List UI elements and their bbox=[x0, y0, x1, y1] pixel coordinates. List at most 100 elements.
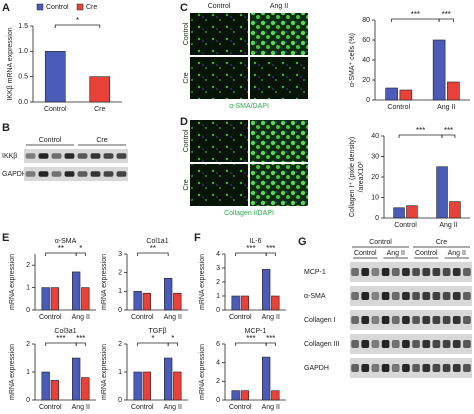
bar bbox=[89, 76, 111, 103]
blot-subgroup-label: Ang II bbox=[387, 250, 405, 257]
y-tick-label: 1 bbox=[26, 284, 30, 291]
x-tick-label: Ang II bbox=[437, 104, 455, 111]
micro-row-label: Cre bbox=[183, 72, 190, 83]
significance-bracket bbox=[45, 342, 77, 346]
bar bbox=[262, 269, 271, 311]
y-tick-label: 2 bbox=[216, 378, 220, 385]
blot-band bbox=[442, 292, 451, 300]
bar bbox=[81, 377, 90, 401]
x-tick-label: Control bbox=[39, 404, 62, 411]
blot-band bbox=[442, 364, 451, 372]
micrograph bbox=[250, 57, 308, 99]
micro-row-label: Control bbox=[183, 22, 190, 45]
chart-title: MCP-1 bbox=[245, 328, 267, 335]
blot-band bbox=[25, 171, 36, 177]
blot-band bbox=[351, 340, 359, 348]
bar bbox=[436, 166, 448, 219]
bar bbox=[271, 390, 280, 401]
blot-band bbox=[412, 268, 420, 276]
blot-band bbox=[412, 316, 420, 324]
bar bbox=[72, 357, 81, 401]
blot-band bbox=[402, 316, 410, 324]
blot-band bbox=[422, 316, 431, 324]
x-tick-label: Control bbox=[229, 404, 252, 411]
legend-label: Control bbox=[46, 4, 69, 11]
bar bbox=[133, 371, 142, 401]
blot-band bbox=[452, 268, 461, 276]
x-tick-label: Ang II bbox=[262, 404, 280, 411]
significance-bracket bbox=[167, 342, 178, 346]
micrograph bbox=[190, 57, 248, 99]
y-tick-label: 60 bbox=[362, 37, 370, 44]
chart-title: TGFβ bbox=[148, 328, 166, 335]
y-tick-label: 1 bbox=[26, 369, 30, 376]
micrograph bbox=[190, 13, 248, 55]
blot-band bbox=[371, 364, 380, 372]
blot-band bbox=[452, 340, 461, 348]
blot-band bbox=[381, 364, 390, 372]
micro-col-label: Control bbox=[208, 3, 231, 10]
y-tick-label: 6 bbox=[216, 341, 220, 348]
blot-row-label: MCP-1 bbox=[304, 269, 326, 276]
x-tick-label: Control bbox=[39, 314, 62, 321]
bar bbox=[50, 287, 59, 311]
y-tick-label: 0 bbox=[118, 397, 122, 404]
micrograph bbox=[250, 13, 308, 55]
blot-band bbox=[422, 340, 431, 348]
blot-band bbox=[381, 316, 390, 324]
blot-band bbox=[412, 364, 420, 372]
y-tick-label: 2 bbox=[26, 262, 30, 269]
significance-label: *** bbox=[266, 244, 275, 253]
y-tick-label: 2 bbox=[216, 279, 220, 286]
bar bbox=[447, 81, 460, 101]
blot-band bbox=[442, 268, 451, 276]
blot-band bbox=[391, 340, 400, 348]
legend-swatch bbox=[36, 3, 44, 11]
significance-bracket bbox=[235, 252, 267, 256]
bar bbox=[399, 89, 413, 101]
bar bbox=[240, 295, 249, 311]
significance-label: *** bbox=[246, 244, 255, 253]
blot-band bbox=[452, 316, 461, 324]
blot-band bbox=[351, 316, 359, 324]
y-axis-label: Collagen I⁺ (pixle density) bbox=[349, 137, 356, 217]
y-tick-label: 40 bbox=[362, 57, 370, 64]
blot-group-label: Cre bbox=[436, 239, 447, 246]
blot-band bbox=[463, 316, 471, 324]
blot-band bbox=[90, 153, 101, 159]
significance-label: *** bbox=[76, 334, 85, 343]
bar bbox=[164, 357, 173, 401]
blot-band bbox=[361, 292, 370, 300]
y-tick-label: 2 bbox=[118, 341, 122, 348]
blot-strip bbox=[350, 358, 472, 378]
significance-bracket bbox=[235, 342, 267, 346]
y-tick-label: 0 bbox=[26, 307, 30, 314]
bar bbox=[50, 380, 59, 401]
x-tick-label: Control bbox=[44, 106, 67, 113]
blot-band bbox=[38, 171, 49, 177]
blot-band bbox=[371, 316, 380, 324]
significance-label: *** bbox=[246, 334, 255, 343]
blot-group-label: Cre bbox=[96, 137, 107, 144]
y-tick-label: 0 bbox=[375, 215, 379, 222]
x-tick-label: Ang II bbox=[72, 314, 90, 321]
blot-group-label: Control bbox=[39, 137, 62, 144]
blot-band bbox=[371, 292, 380, 300]
x-tick-label: Ang II bbox=[262, 314, 280, 321]
blot-band bbox=[103, 171, 114, 177]
x-tick-label: Control bbox=[131, 314, 154, 321]
chart-title: Col3a1 bbox=[54, 328, 76, 335]
significance-label: *** bbox=[266, 334, 275, 343]
y-tick-label: 4 bbox=[216, 360, 220, 367]
chart-title: Col1a1 bbox=[146, 238, 168, 245]
micro-row-label: Control bbox=[183, 129, 190, 152]
blot-band bbox=[463, 340, 471, 348]
blot-strip bbox=[350, 334, 472, 354]
significance-label: * bbox=[171, 334, 174, 343]
bar bbox=[164, 277, 173, 311]
y-tick-label: 1.0 bbox=[18, 48, 28, 55]
y-tick-label: 80 bbox=[362, 17, 370, 24]
blot-strip bbox=[350, 262, 472, 282]
blot-band bbox=[412, 292, 420, 300]
blot-subgroup-label: Control bbox=[415, 250, 438, 257]
